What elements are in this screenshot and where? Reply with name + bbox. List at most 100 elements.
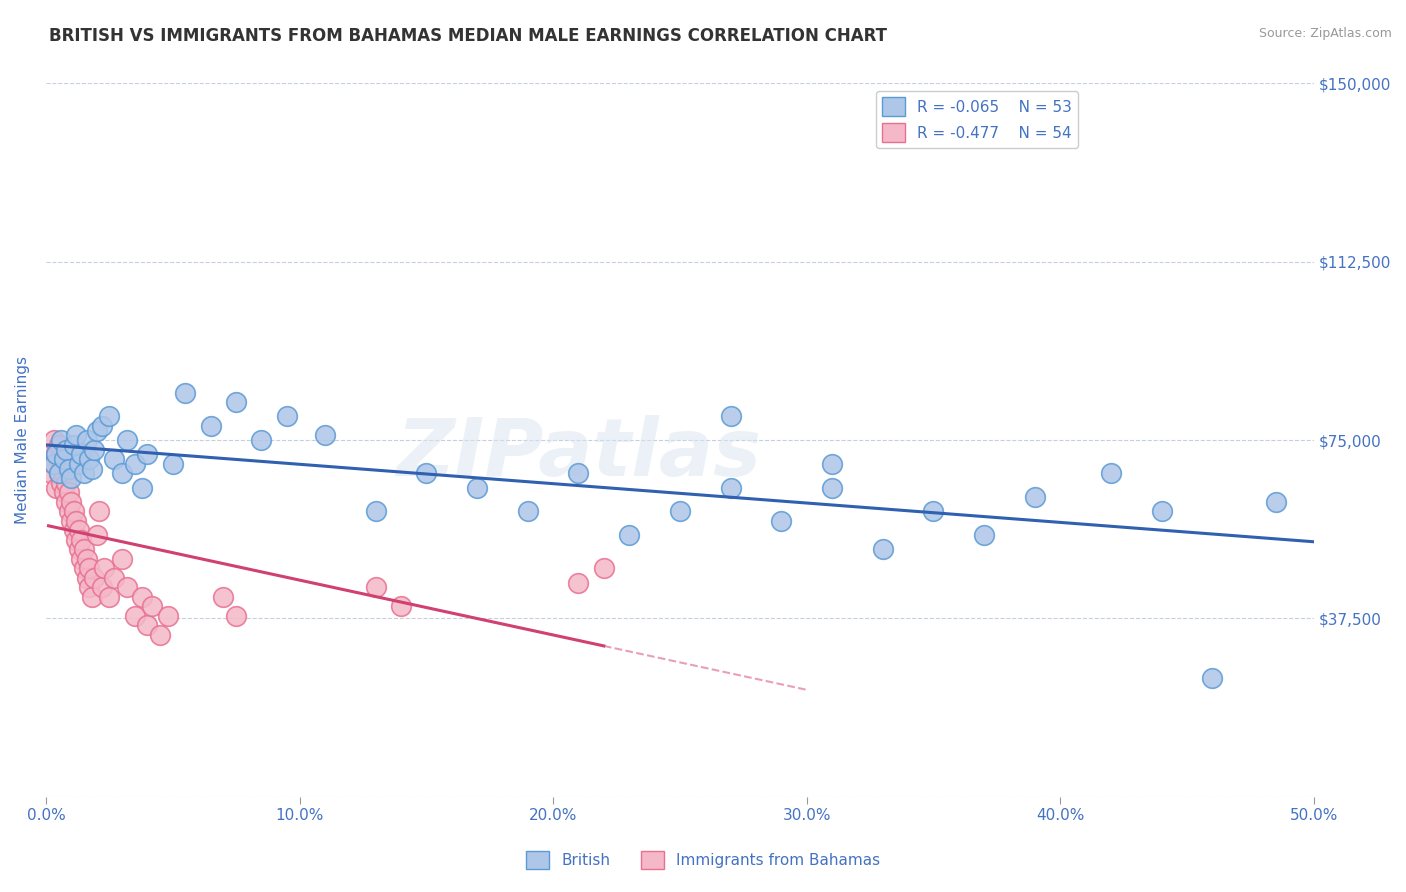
Point <box>314 428 336 442</box>
Point <box>364 581 387 595</box>
Point <box>131 481 153 495</box>
Point <box>55 495 77 509</box>
Point <box>592 561 614 575</box>
Point <box>63 524 86 538</box>
Point <box>669 504 692 518</box>
Text: Source: ZipAtlas.com: Source: ZipAtlas.com <box>1258 27 1392 40</box>
Point <box>55 475 77 490</box>
Point <box>42 457 65 471</box>
Point <box>58 485 80 500</box>
Point <box>720 481 742 495</box>
Point <box>51 475 73 490</box>
Point <box>60 514 83 528</box>
Y-axis label: Median Male Earnings: Median Male Earnings <box>15 356 30 524</box>
Point <box>67 524 90 538</box>
Point <box>80 461 103 475</box>
Point <box>48 467 70 481</box>
Point <box>73 561 96 575</box>
Point <box>67 457 90 471</box>
Point <box>70 447 93 461</box>
Point <box>52 467 75 481</box>
Point <box>1264 495 1286 509</box>
Point <box>90 581 112 595</box>
Point <box>98 590 121 604</box>
Point <box>38 447 60 461</box>
Point <box>973 528 995 542</box>
Point <box>55 442 77 457</box>
Point <box>52 452 75 467</box>
Point <box>42 433 65 447</box>
Point <box>58 461 80 475</box>
Point <box>872 542 894 557</box>
Point <box>48 438 70 452</box>
Point <box>45 481 67 495</box>
Point <box>516 504 538 518</box>
Point <box>65 533 87 547</box>
Point <box>42 457 65 471</box>
Point <box>174 385 197 400</box>
Point <box>70 533 93 547</box>
Point <box>1024 490 1046 504</box>
Point <box>77 581 100 595</box>
Point <box>86 424 108 438</box>
Point <box>250 433 273 447</box>
Point <box>65 514 87 528</box>
Point <box>93 561 115 575</box>
Point <box>200 418 222 433</box>
Point <box>76 552 98 566</box>
Point <box>821 457 844 471</box>
Point <box>77 452 100 467</box>
Point <box>90 418 112 433</box>
Point <box>58 504 80 518</box>
Point <box>73 542 96 557</box>
Point <box>922 504 945 518</box>
Point <box>124 609 146 624</box>
Point <box>162 457 184 471</box>
Point <box>276 409 298 424</box>
Point <box>364 504 387 518</box>
Point <box>111 552 134 566</box>
Legend: British, Immigrants from Bahamas: British, Immigrants from Bahamas <box>520 845 886 875</box>
Point <box>111 467 134 481</box>
Point <box>156 609 179 624</box>
Point <box>45 447 67 461</box>
Point <box>98 409 121 424</box>
Point <box>39 467 62 481</box>
Point <box>77 561 100 575</box>
Point <box>51 457 73 471</box>
Point <box>65 428 87 442</box>
Point <box>80 590 103 604</box>
Point <box>73 467 96 481</box>
Point <box>136 447 159 461</box>
Point <box>83 571 105 585</box>
Point <box>70 552 93 566</box>
Point <box>103 452 125 467</box>
Text: ZIPatlas: ZIPatlas <box>396 416 761 493</box>
Point <box>51 433 73 447</box>
Point <box>131 590 153 604</box>
Point <box>415 467 437 481</box>
Point <box>89 504 111 518</box>
Point <box>45 447 67 461</box>
Point <box>63 504 86 518</box>
Point <box>389 599 412 614</box>
Point <box>1150 504 1173 518</box>
Point <box>136 618 159 632</box>
Point <box>67 542 90 557</box>
Text: BRITISH VS IMMIGRANTS FROM BAHAMAS MEDIAN MALE EARNINGS CORRELATION CHART: BRITISH VS IMMIGRANTS FROM BAHAMAS MEDIA… <box>49 27 887 45</box>
Point <box>52 485 75 500</box>
Point <box>115 581 138 595</box>
Point <box>149 628 172 642</box>
Point <box>225 609 247 624</box>
Point <box>86 528 108 542</box>
Point <box>617 528 640 542</box>
Point <box>141 599 163 614</box>
Point <box>212 590 235 604</box>
Point <box>225 395 247 409</box>
Point <box>115 433 138 447</box>
Point <box>1201 671 1223 685</box>
Point <box>770 514 793 528</box>
Point <box>48 467 70 481</box>
Point <box>821 481 844 495</box>
Point <box>63 438 86 452</box>
